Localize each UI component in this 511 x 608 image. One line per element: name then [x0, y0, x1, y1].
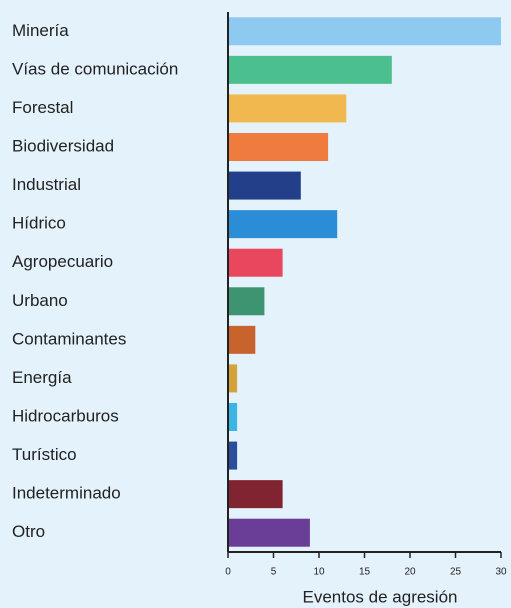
x-tick-label: 0: [225, 567, 231, 578]
y-tick-label: Vías de comunicación: [12, 59, 178, 78]
y-tick-label: Forestal: [12, 98, 73, 117]
bar: [228, 210, 338, 239]
bar: [228, 518, 310, 547]
y-tick-label: Otro: [12, 522, 45, 541]
bar: [228, 17, 501, 46]
y-tick-label: Industrial: [12, 175, 81, 194]
bar: [228, 480, 283, 509]
y-tick-label: Energía: [12, 368, 72, 387]
bar: [228, 403, 238, 431]
y-tick-label: Turístico: [12, 445, 77, 464]
bar: [228, 94, 347, 123]
x-tick-label: 30: [495, 567, 507, 578]
y-tick-label: Hídrico: [12, 214, 66, 233]
y-tick-label: Minería: [12, 21, 69, 40]
x-tick-label: 25: [450, 567, 462, 578]
y-tick-label: Indeterminado: [12, 484, 121, 503]
y-tick-label: Contaminantes: [12, 329, 126, 348]
x-tick-label: 5: [271, 567, 277, 578]
y-tick-label: Urbano: [12, 291, 68, 310]
bar: [228, 325, 256, 354]
bar: [228, 248, 283, 277]
bar: [228, 55, 392, 84]
x-tick-label: 15: [359, 567, 371, 578]
x-tick-label: 10: [313, 567, 325, 578]
bar: [228, 287, 265, 316]
bar: [228, 441, 238, 470]
bar: [228, 171, 301, 200]
bar: [228, 364, 238, 393]
x-tick-label: 20: [404, 567, 416, 578]
y-tick-label: Biodiversidad: [12, 136, 114, 155]
y-tick-label: Agropecuario: [12, 252, 113, 271]
bar: [228, 133, 329, 161]
y-tick-label: Hidrocarburos: [12, 406, 119, 425]
x-axis-label: Eventos de agresión: [303, 587, 458, 606]
